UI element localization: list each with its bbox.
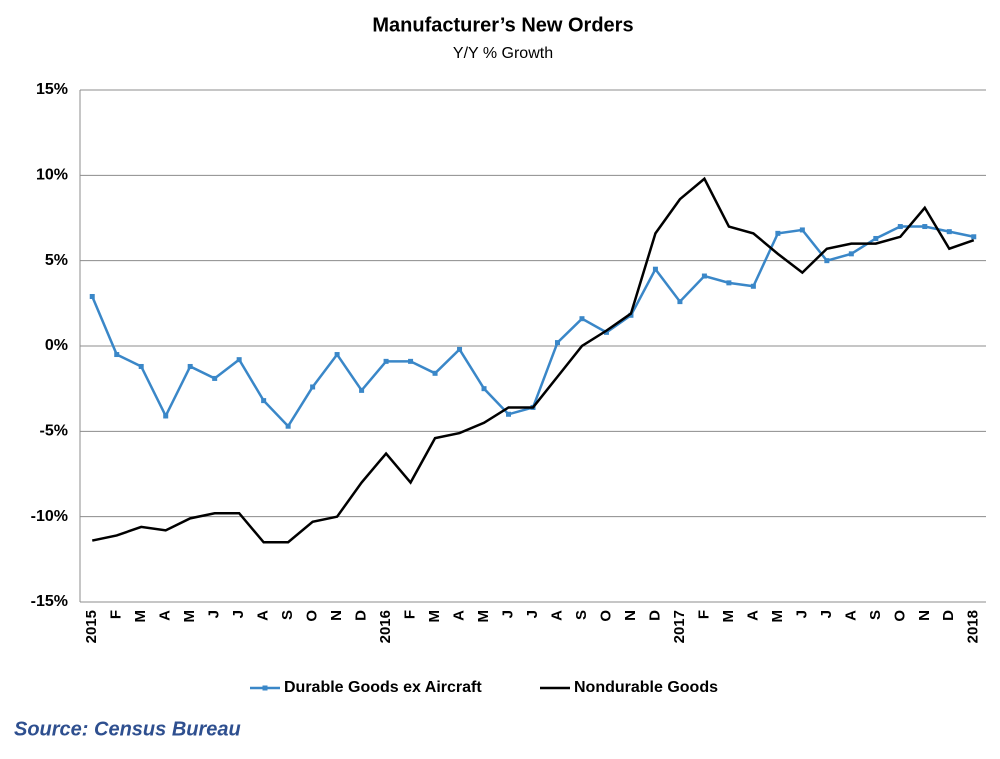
y-tick-label: 5%: [45, 252, 68, 269]
data-point: [359, 387, 365, 393]
x-tick-label: 2015: [83, 610, 100, 643]
x-tick-label: D: [940, 610, 957, 621]
data-point: [824, 258, 830, 264]
x-tick-label: 2017: [671, 610, 688, 643]
y-tick-label: -10%: [31, 508, 68, 525]
data-point: [775, 230, 781, 236]
x-tick-label: N: [328, 610, 345, 621]
x-tick-label: J: [230, 610, 247, 618]
data-point: [334, 352, 340, 358]
x-tick-label: M: [426, 610, 443, 623]
x-tick-label: J: [793, 610, 810, 618]
data-point: [554, 340, 560, 346]
x-tick-label: O: [304, 610, 321, 622]
x-tick-label: M: [181, 610, 198, 623]
data-point: [89, 294, 95, 300]
data-point: [628, 312, 634, 318]
data-point: [310, 384, 316, 390]
data-point: [652, 266, 658, 272]
data-point: [848, 251, 854, 257]
data-point: [946, 229, 952, 235]
data-point: [971, 234, 977, 240]
y-tick-label: 15%: [36, 81, 68, 98]
legend-label: Nondurable Goods: [574, 679, 718, 696]
x-tick-label: A: [255, 610, 272, 621]
x-tick-label: M: [475, 610, 492, 623]
data-point: [701, 273, 707, 279]
x-tick-label: J: [499, 610, 516, 618]
data-point: [212, 375, 218, 381]
x-tick-label: M: [132, 610, 149, 623]
x-tick-label: 2018: [965, 610, 982, 643]
y-tick-label: 0%: [45, 337, 68, 354]
x-tick-label: F: [108, 610, 125, 619]
x-tick-label: O: [597, 610, 614, 622]
x-tick-label: A: [451, 610, 468, 621]
x-tick-label: A: [548, 610, 565, 621]
legend-marker: [262, 685, 268, 691]
x-tick-label: S: [279, 610, 296, 620]
data-point: [726, 280, 732, 286]
data-point: [750, 283, 756, 289]
data-point: [873, 235, 879, 241]
data-point: [138, 363, 144, 369]
data-point: [408, 358, 414, 364]
y-tick-label: 10%: [36, 167, 68, 184]
series-line: [91, 225, 975, 429]
data-point: [922, 224, 928, 230]
data-point: [432, 370, 438, 376]
x-tick-label: N: [622, 610, 639, 621]
data-point: [285, 423, 291, 429]
data-point: [677, 299, 683, 305]
x-tick-label: J: [524, 610, 541, 618]
chart-subtitle: Y/Y % Growth: [453, 45, 553, 62]
chart-title: Manufacturer’s New Orders: [372, 14, 633, 36]
data-point: [187, 363, 193, 369]
data-point: [114, 352, 120, 358]
x-tick-label: D: [646, 610, 663, 621]
x-tick-label: A: [744, 610, 761, 621]
source-note: Source: Census Bureau: [14, 718, 241, 740]
x-tick-label: A: [157, 610, 174, 621]
x-tick-label: A: [842, 610, 859, 621]
y-tick-label: -15%: [31, 593, 68, 610]
data-point: [481, 386, 487, 392]
data-point: [897, 224, 903, 230]
x-tick-label: S: [573, 610, 590, 620]
x-tick-label: N: [916, 610, 933, 621]
x-tick-label: J: [818, 610, 835, 618]
x-tick-label: D: [353, 610, 370, 621]
x-tick-label: S: [867, 610, 884, 620]
data-point: [579, 316, 585, 322]
x-tick-label: 2016: [377, 610, 394, 643]
y-tick-label: -5%: [40, 423, 68, 440]
data-point: [383, 358, 389, 364]
legend-label: Durable Goods ex Aircraft: [284, 679, 482, 696]
data-point: [799, 227, 805, 233]
x-tick-label: F: [402, 610, 419, 619]
data-point: [163, 413, 169, 419]
data-point: [603, 329, 609, 335]
x-tick-label: O: [891, 610, 908, 622]
x-tick-label: M: [769, 610, 786, 623]
x-tick-label: F: [695, 610, 712, 619]
x-tick-label: M: [720, 610, 737, 623]
series-line: [91, 176, 975, 544]
data-point: [261, 398, 267, 404]
data-point: [506, 411, 512, 417]
data-point: [236, 357, 242, 363]
data-point: [457, 346, 463, 352]
x-tick-label: J: [206, 610, 223, 618]
